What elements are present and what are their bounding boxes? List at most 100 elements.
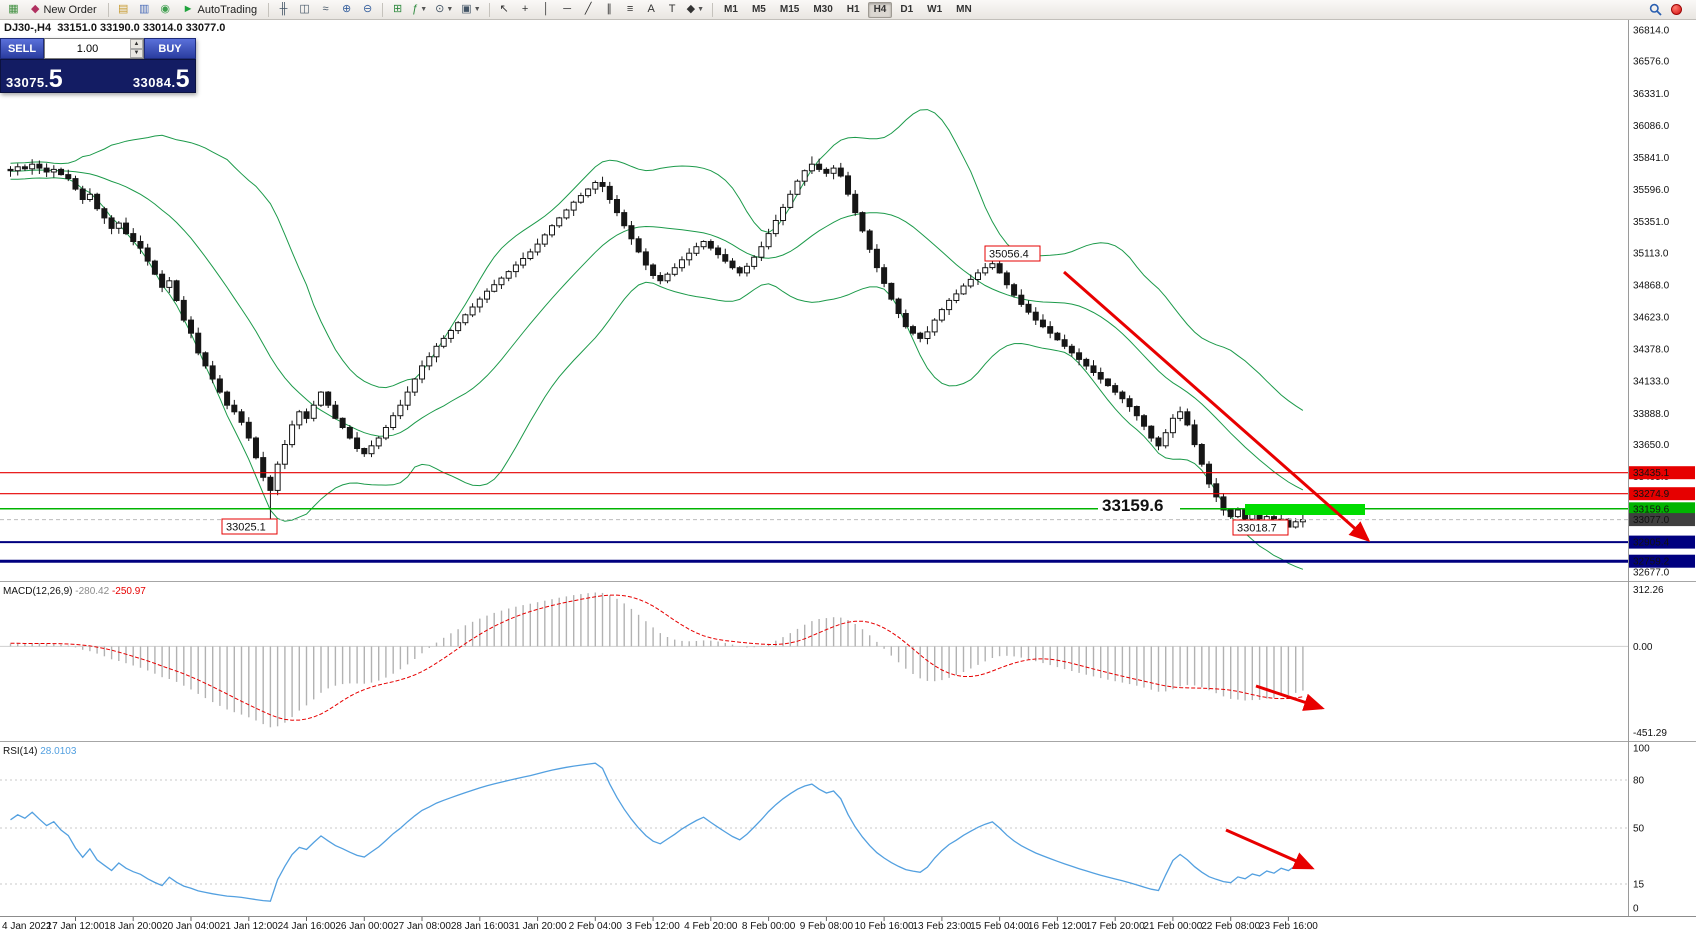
- svg-text:4 Feb 20:00: 4 Feb 20:00: [684, 921, 738, 932]
- periods-menu-icon[interactable]: ⊙ ▼: [432, 1, 456, 18]
- line-chart-icon[interactable]: ≈: [316, 1, 335, 18]
- rsi-line: [10, 762, 1304, 902]
- resistance-price-label: 33435.1: [1629, 466, 1695, 480]
- timeframe-button-h1[interactable]: H1: [841, 2, 866, 18]
- price-annotation[interactable]: 33025.1: [221, 518, 278, 535]
- search-icon[interactable]: [1646, 1, 1665, 18]
- svg-text:35056.4: 35056.4: [989, 249, 1029, 261]
- macd-signal-line: [10, 594, 1303, 721]
- svg-text:15 Feb 04:00: 15 Feb 04:00: [970, 921, 1029, 932]
- svg-text:26 Jan 00:00: 26 Jan 00:00: [335, 921, 393, 932]
- chevron-down-icon: ▼: [697, 6, 705, 13]
- candlestick-series: [7, 156, 1306, 529]
- text-icon: A: [647, 3, 655, 15]
- resistance-price-label: 33274.9: [1629, 487, 1695, 501]
- timeframe-button-w1[interactable]: W1: [921, 2, 948, 18]
- strategy-tester-icon: ◉: [160, 3, 170, 15]
- bollinger-lower-band: [10, 177, 1304, 570]
- crosshair-icon: +: [521, 3, 529, 15]
- text-icon[interactable]: A: [642, 1, 661, 18]
- price-annotation[interactable]: 33018.7: [1232, 519, 1289, 536]
- timeframe-button-mn[interactable]: MN: [950, 2, 978, 18]
- volume-decrease-button[interactable]: ▼: [130, 48, 143, 58]
- trend-arrow[interactable]: [1255, 684, 1325, 711]
- timeframe-button-m1[interactable]: M1: [718, 2, 744, 18]
- market-watch-icon[interactable]: ▤: [114, 1, 133, 18]
- bollinger-bands: [10, 109, 1304, 570]
- volume-stepper[interactable]: ▲ ▼: [44, 38, 144, 59]
- shapes-icon[interactable]: ◆ ▼: [684, 1, 707, 18]
- key-level-label[interactable]: 33159.6: [1098, 496, 1180, 516]
- templates-icon[interactable]: ▣ ▼: [458, 1, 483, 18]
- periods-menu-icon: ⊙: [435, 3, 445, 15]
- sell-price: 33075.5: [6, 64, 64, 93]
- horizontal-line-icon: ─: [563, 3, 572, 15]
- horizontal-line-icon[interactable]: ─: [558, 1, 577, 18]
- svg-text:36576.0: 36576.0: [1633, 57, 1670, 68]
- sell-button[interactable]: SELL: [0, 38, 44, 59]
- fibonacci-icon[interactable]: ≡: [621, 1, 640, 18]
- svg-text:33274.9: 33274.9: [1633, 489, 1670, 500]
- market-watch-icon: ▤: [117, 3, 129, 15]
- zoom-out-icon[interactable]: ⊖: [358, 1, 377, 18]
- svg-text:33888.0: 33888.0: [1633, 409, 1670, 420]
- timeframe-button-d1[interactable]: D1: [894, 2, 919, 18]
- indicators-icon[interactable]: ƒ ▼: [409, 1, 430, 18]
- new-chart-icon[interactable]: ▦: [4, 1, 23, 18]
- rsi-label: RSI(14) 28.0103: [3, 746, 77, 757]
- svg-text:28 Jan 16:00: 28 Jan 16:00: [451, 921, 509, 932]
- svg-text:27 Jan 08:00: 27 Jan 08:00: [393, 921, 451, 932]
- line-chart-icon: ≈: [322, 3, 329, 15]
- volume-increase-button[interactable]: ▲: [130, 39, 143, 49]
- crosshair-icon[interactable]: +: [516, 1, 535, 18]
- svg-text:17 Feb 20:00: 17 Feb 20:00: [1086, 921, 1145, 932]
- timeframe-button-m30[interactable]: M30: [807, 2, 838, 18]
- bollinger-middle-band: [10, 169, 1304, 491]
- data-window-icon[interactable]: ▥: [135, 1, 154, 18]
- svg-text:36814.0: 36814.0: [1633, 26, 1670, 37]
- channel-icon[interactable]: ∥: [600, 1, 619, 18]
- target-price-label: 32905.4: [1629, 535, 1695, 549]
- svg-text:34623.0: 34623.0: [1633, 313, 1670, 324]
- svg-text:21 Jan 12:00: 21 Jan 12:00: [220, 921, 278, 932]
- timeframe-button-m5[interactable]: M5: [746, 2, 772, 18]
- svg-text:4 Jan 2022: 4 Jan 2022: [2, 921, 52, 932]
- zoom-in-icon[interactable]: ⊕: [337, 1, 356, 18]
- toolbar-separator: [712, 2, 714, 17]
- svg-text:-451.29: -451.29: [1633, 728, 1667, 739]
- svg-text:17 Jan 12:00: 17 Jan 12:00: [47, 921, 105, 932]
- trend-arrow[interactable]: [1225, 828, 1315, 870]
- cursor-icon[interactable]: ↖: [495, 1, 514, 18]
- candlestick-chart-icon[interactable]: ◫: [295, 1, 314, 18]
- svg-text:35351.0: 35351.0: [1633, 217, 1670, 228]
- volume-input[interactable]: [45, 39, 130, 58]
- templates-icon: ▣: [461, 3, 472, 15]
- svg-text:13 Feb 23:00: 13 Feb 23:00: [912, 921, 971, 932]
- buy-button[interactable]: BUY: [144, 38, 196, 59]
- support-zone-highlight[interactable]: [1245, 504, 1365, 515]
- timeframe-button-h4[interactable]: H4: [867, 1, 893, 18]
- trendline-icon: ╱: [584, 3, 592, 15]
- zoom-in-icon: ⊕: [341, 3, 352, 15]
- svg-text:34133.0: 34133.0: [1633, 377, 1670, 388]
- alert-badge-icon[interactable]: [1667, 1, 1686, 18]
- target-price-label: 32759.2: [1629, 554, 1695, 568]
- svg-text:23 Feb 16:00: 23 Feb 16:00: [1259, 921, 1318, 932]
- trendline-icon[interactable]: ╱: [579, 1, 598, 18]
- new-order-button[interactable]: ◆ New Order: [31, 3, 97, 16]
- macd-label: MACD(12,26,9) -280.42 -250.97: [3, 586, 146, 597]
- svg-text:3 Feb 12:00: 3 Feb 12:00: [626, 921, 680, 932]
- price-annotation[interactable]: 35056.4: [984, 245, 1041, 262]
- svg-text:80: 80: [1633, 776, 1645, 787]
- price-scale: 36814.0 36576.0 36331.0 36086.0 35841.0 35596…: [1633, 26, 1670, 579]
- strategy-tester-icon[interactable]: ◉: [156, 1, 175, 18]
- vertical-line-icon[interactable]: │: [537, 1, 556, 18]
- trend-arrow[interactable]: [1063, 270, 1371, 542]
- autotrading-button[interactable]: ► AutoTrading: [182, 3, 258, 16]
- text-label-icon[interactable]: T: [663, 1, 682, 18]
- timeframe-button-m15[interactable]: M15: [774, 2, 805, 18]
- tile-windows-icon[interactable]: ⊞: [388, 1, 407, 18]
- bar-chart-icon[interactable]: ╫: [274, 1, 293, 18]
